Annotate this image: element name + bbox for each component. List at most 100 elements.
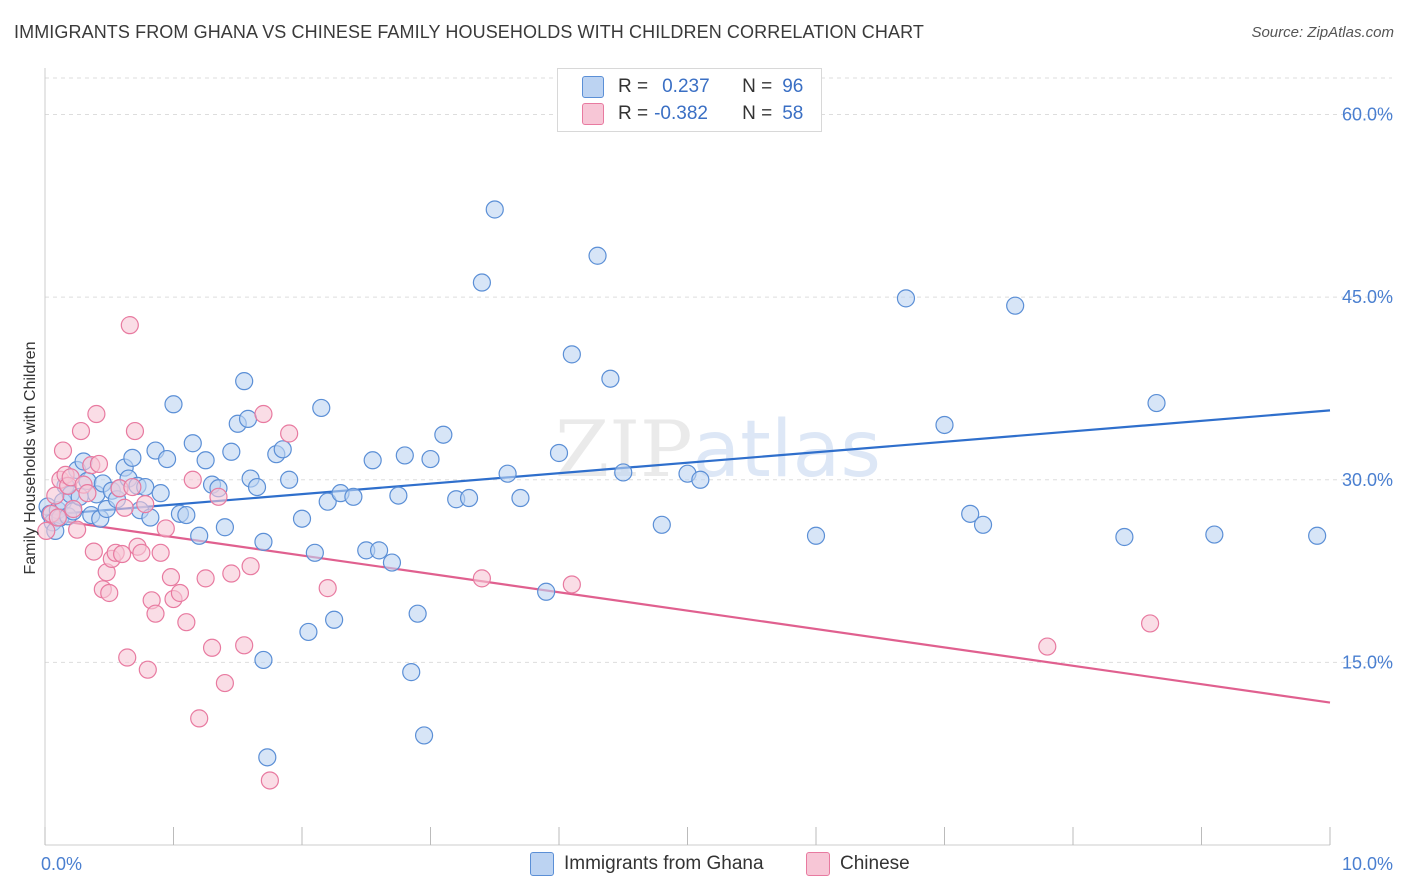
point-ghana — [973, 515, 993, 534]
point-chinese — [132, 543, 151, 562]
y-tick-label: 60.0% — [1342, 105, 1393, 125]
point-chinese — [562, 575, 581, 594]
point-ghana — [254, 532, 273, 551]
point-ghana — [344, 487, 363, 506]
point-chinese — [112, 544, 132, 564]
point-ghana — [258, 748, 277, 767]
series-label-ghana: Immigrants from Ghana — [564, 853, 764, 874]
points-layer — [37, 200, 1327, 790]
point-ghana — [537, 582, 556, 601]
point-ghana — [238, 409, 258, 428]
point-chinese — [280, 424, 299, 443]
point-chinese — [241, 557, 260, 576]
point-chinese — [146, 604, 165, 623]
point-chinese — [196, 569, 215, 588]
point-ghana — [472, 273, 491, 292]
point-chinese — [53, 441, 73, 460]
y-tick-label: 45.0% — [1342, 287, 1393, 307]
series-swatch-chinese — [806, 852, 830, 876]
point-ghana — [382, 553, 402, 572]
point-ghana — [177, 505, 196, 525]
legend-row-ghana: R = 0.237 N = 96 — [582, 75, 803, 99]
trend-line-chinese — [44, 517, 1331, 704]
point-ghana — [1147, 393, 1166, 413]
point-chinese — [161, 568, 181, 587]
point-chinese — [136, 495, 155, 514]
point-ghana — [273, 440, 292, 459]
point-ghana — [363, 451, 382, 470]
point-chinese — [123, 477, 142, 497]
point-chinese — [472, 569, 491, 588]
point-ghana — [434, 425, 453, 444]
point-chinese — [183, 470, 202, 489]
point-ghana — [459, 488, 479, 508]
point-chinese — [71, 421, 91, 441]
point-chinese — [78, 484, 97, 503]
point-chinese — [100, 583, 119, 603]
x-tick-label: 0.0% — [41, 854, 82, 874]
point-chinese — [1140, 614, 1160, 633]
point-chinese — [125, 421, 145, 441]
point-ghana — [588, 246, 607, 265]
point-chinese — [48, 508, 67, 527]
legend-row-chinese: R = -0.382 N = 58 — [582, 102, 803, 126]
point-chinese — [260, 771, 279, 790]
legend-r-value: 0.237 — [662, 76, 710, 97]
point-chinese — [1038, 637, 1057, 656]
point-ghana — [806, 526, 826, 545]
point-ghana — [414, 726, 434, 745]
legend-r-label: R = — [618, 103, 649, 124]
point-ghana — [498, 464, 517, 483]
y-tick-label: 15.0% — [1342, 652, 1393, 672]
point-ghana — [254, 650, 273, 670]
point-ghana — [123, 448, 142, 467]
point-chinese — [318, 579, 337, 598]
series-legend-chinese[interactable]: Chinese — [806, 852, 910, 876]
point-ghana — [299, 622, 318, 642]
point-chinese — [89, 454, 109, 474]
x-tick-label: 10.0% — [1342, 854, 1393, 874]
point-chinese — [170, 583, 190, 603]
point-chinese — [118, 648, 137, 667]
point-ghana — [157, 449, 177, 469]
point-ghana — [485, 200, 504, 219]
point-ghana — [896, 289, 916, 308]
point-ghana — [511, 488, 530, 508]
point-ghana — [1115, 527, 1134, 547]
point-ghana — [601, 369, 620, 388]
point-ghana — [1006, 296, 1025, 315]
legend-swatch-ghana — [582, 76, 604, 98]
label-layer: 15.0% 30.0% 45.0% 60.0% 0.0% 10.0% Family Hous… — [22, 105, 1393, 874]
point-chinese — [235, 636, 254, 655]
point-chinese — [68, 520, 87, 539]
point-ghana — [549, 443, 569, 463]
legend-n-label: N = — [742, 103, 773, 124]
point-chinese — [156, 519, 175, 538]
legend-swatch-chinese — [582, 103, 604, 125]
series-legend-ghana[interactable]: Immigrants from Ghana — [530, 852, 764, 876]
point-ghana — [190, 526, 209, 545]
point-chinese — [190, 709, 209, 728]
point-ghana — [312, 398, 331, 418]
y-axis-label: Family Households with Children — [22, 342, 39, 575]
point-ghana — [389, 486, 408, 505]
point-ghana — [151, 484, 170, 503]
legend-n-value: 58 — [782, 103, 804, 124]
point-ghana — [1205, 525, 1224, 544]
source-label: Source: ZipAtlas.com — [1251, 24, 1394, 41]
point-chinese — [115, 498, 134, 517]
point-ghana — [935, 415, 954, 435]
point-ghana — [961, 504, 980, 523]
point-ghana — [691, 470, 710, 489]
series-label-chinese: Chinese — [840, 853, 910, 874]
point-ghana — [215, 518, 234, 537]
grid-layer — [45, 77, 1392, 663]
point-ghana — [305, 543, 324, 562]
legend-r-value: -0.382 — [654, 103, 708, 124]
point-chinese — [120, 316, 139, 335]
point-chinese — [87, 404, 106, 424]
point-chinese — [222, 564, 241, 583]
chart-title: IMMIGRANTS FROM GHANA VS CHINESE FAMILY … — [14, 22, 924, 42]
point-ghana — [1308, 526, 1327, 545]
